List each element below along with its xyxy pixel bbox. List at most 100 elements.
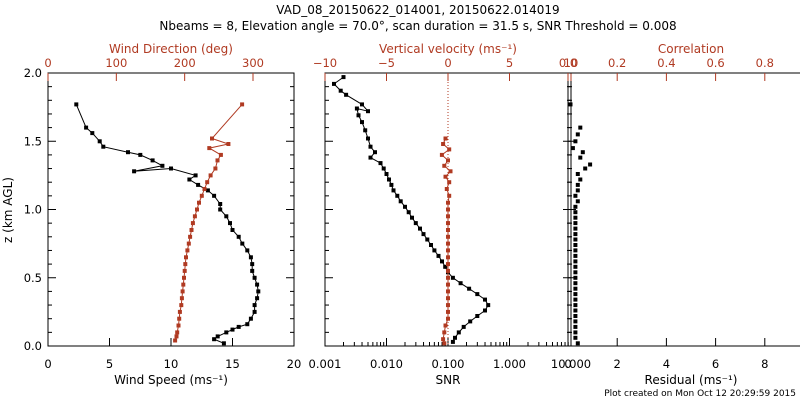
data-point bbox=[389, 182, 394, 187]
data-point bbox=[252, 303, 257, 308]
data-point bbox=[467, 286, 472, 291]
data-point bbox=[573, 292, 578, 297]
y-axis-label: z (km AGL) bbox=[1, 177, 15, 243]
data-point bbox=[573, 281, 578, 286]
data-point bbox=[230, 228, 235, 232]
top-axis-label: Vertical velocity (ms⁻¹) bbox=[379, 42, 517, 56]
bottom-axis-label: SNR bbox=[436, 373, 461, 387]
data-point bbox=[443, 264, 448, 269]
data-point bbox=[441, 142, 446, 146]
data-point bbox=[354, 106, 359, 111]
data-point bbox=[575, 132, 580, 137]
data-point bbox=[446, 214, 450, 219]
data-point bbox=[446, 200, 450, 205]
top-tick-label: 0.6 bbox=[706, 56, 724, 70]
x-tick-label: 2 bbox=[614, 357, 621, 371]
data-point bbox=[212, 193, 217, 198]
data-point bbox=[440, 259, 444, 264]
data-point bbox=[384, 172, 389, 176]
data-point bbox=[230, 327, 235, 332]
data-point bbox=[446, 289, 450, 294]
data-point bbox=[573, 248, 578, 253]
residual-correlation-panel: 0246810Residual (ms⁻¹)0.00.20.40.60.81.0… bbox=[559, 42, 800, 387]
data-point bbox=[573, 210, 578, 215]
data-point bbox=[447, 193, 452, 198]
data-point bbox=[578, 155, 583, 160]
data-point bbox=[446, 207, 450, 212]
snr-velocity-panel: 0.001 0.010 0.100 1.000 10.000 SNR −10 −5 0 5 10 Ve… bbox=[309, 42, 592, 387]
data-point bbox=[205, 188, 210, 193]
data-point bbox=[245, 248, 250, 253]
data-point bbox=[443, 174, 448, 179]
data-point bbox=[573, 303, 578, 308]
data-point bbox=[250, 262, 255, 267]
data-point bbox=[373, 150, 377, 155]
data-point bbox=[450, 275, 455, 280]
data-point bbox=[187, 177, 192, 182]
data-point bbox=[205, 180, 210, 185]
data-point bbox=[573, 308, 578, 313]
data-point bbox=[580, 150, 585, 155]
data-point bbox=[368, 155, 373, 160]
data-point bbox=[570, 146, 575, 151]
data-point bbox=[196, 182, 201, 187]
data-point bbox=[208, 173, 213, 178]
data-point bbox=[177, 309, 182, 314]
data-point bbox=[573, 324, 578, 329]
data-point bbox=[184, 255, 188, 260]
data-point bbox=[252, 275, 257, 280]
y-tick-label: 1.0 bbox=[24, 203, 42, 217]
data-point bbox=[418, 226, 422, 231]
data-point bbox=[248, 316, 253, 321]
data-point bbox=[221, 341, 226, 346]
data-point bbox=[573, 330, 578, 335]
data-point bbox=[573, 221, 578, 226]
data-point bbox=[199, 193, 204, 198]
data-point bbox=[160, 163, 165, 168]
bottom-axis-label: Residual (ms⁻¹) bbox=[645, 373, 738, 387]
data-point bbox=[575, 188, 580, 193]
data-point bbox=[568, 102, 573, 107]
data-point bbox=[446, 296, 450, 301]
data-point bbox=[381, 166, 386, 171]
data-point bbox=[150, 158, 155, 163]
data-point bbox=[189, 228, 194, 232]
data-point bbox=[453, 335, 457, 340]
data-point bbox=[175, 330, 180, 335]
top-tick-label: 0.8 bbox=[756, 56, 774, 70]
data-point bbox=[436, 253, 441, 258]
top-tick-label: 0.0 bbox=[559, 56, 577, 70]
data-point bbox=[583, 166, 588, 171]
data-point bbox=[578, 125, 583, 130]
bottom-axis-label: Wind Speed (ms⁻¹) bbox=[114, 373, 228, 387]
data-point bbox=[447, 180, 452, 185]
data-point bbox=[406, 210, 411, 215]
data-point bbox=[446, 241, 450, 246]
x-tick-label: 5 bbox=[106, 357, 113, 371]
data-point bbox=[446, 282, 450, 287]
data-point bbox=[256, 289, 261, 294]
data-point bbox=[446, 309, 450, 314]
data-point bbox=[442, 330, 447, 335]
plot-created-footer: Plot created on Mon Oct 12 20:29:59 2015 bbox=[604, 389, 796, 399]
data-point bbox=[573, 139, 578, 144]
data-point bbox=[421, 232, 426, 237]
top-tick-label: 5 bbox=[506, 56, 513, 70]
data-point bbox=[446, 248, 450, 253]
data-point bbox=[332, 81, 336, 86]
data-point bbox=[447, 147, 452, 152]
data-point bbox=[573, 275, 578, 280]
data-point bbox=[446, 255, 450, 260]
data-point bbox=[432, 248, 437, 253]
data-point bbox=[446, 275, 450, 280]
data-point bbox=[575, 341, 580, 346]
data-point bbox=[378, 161, 383, 166]
data-point bbox=[207, 146, 212, 151]
data-point bbox=[573, 243, 578, 247]
top-tick-label: 0.4 bbox=[657, 56, 675, 70]
data-point bbox=[218, 207, 223, 212]
top-tick-label: 0 bbox=[444, 56, 451, 70]
data-point bbox=[450, 339, 455, 344]
data-point bbox=[360, 120, 364, 125]
